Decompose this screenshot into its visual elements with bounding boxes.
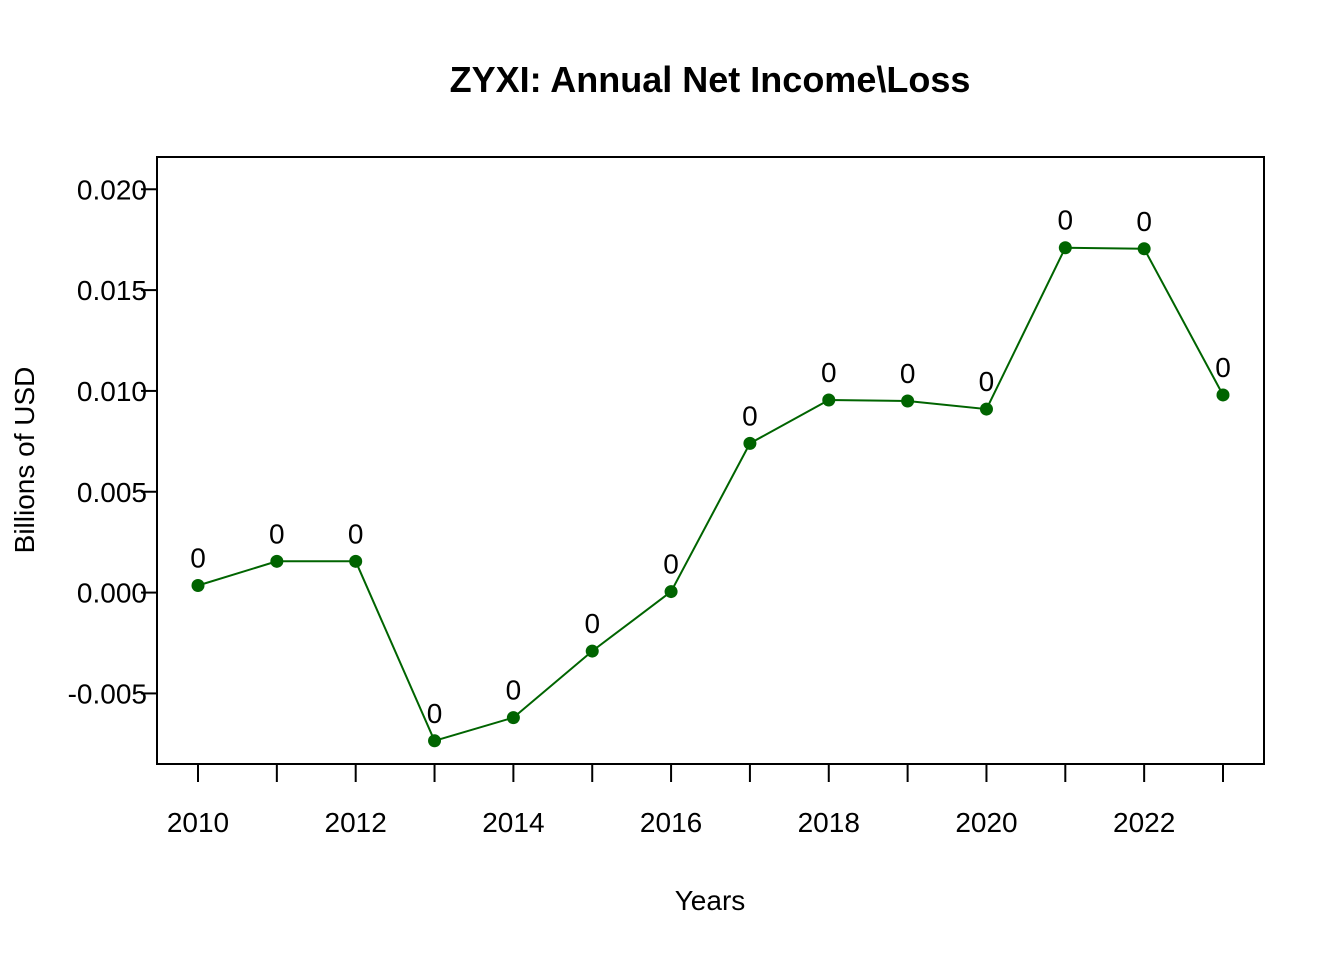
- data-label: 0: [900, 358, 916, 389]
- data-point: [979, 402, 993, 416]
- data-point: [506, 711, 520, 725]
- data-point: [585, 644, 599, 658]
- chart-title: ZYXI: Annual Net Income\Loss: [450, 59, 971, 100]
- data-label: 0: [269, 518, 285, 549]
- data-label: 0: [1215, 352, 1231, 383]
- data-point: [664, 585, 678, 599]
- x-tick-label: 2020: [955, 807, 1017, 838]
- y-tick-label: -0.005: [68, 678, 147, 709]
- data-point: [1216, 388, 1230, 402]
- plot-frame: [156, 156, 1265, 765]
- data-point: [822, 393, 836, 407]
- data-label: 0: [348, 518, 364, 549]
- y-axis: -0.005 0.000 0.005 0.010 0.015 0.020: [68, 174, 157, 709]
- data-label: 0: [663, 549, 679, 580]
- x-tick-label: 2022: [1113, 807, 1175, 838]
- data-label: 0: [427, 698, 443, 729]
- y-tick-label: 0.000: [77, 578, 147, 609]
- data-point: [1058, 241, 1072, 255]
- x-axis: 2010 2012 2014 2016 2018 2020 2022: [167, 764, 1224, 838]
- y-tick-label: 0.015: [77, 275, 147, 306]
- data-point: [349, 554, 363, 568]
- data-label: 0: [506, 675, 522, 706]
- data-point: [901, 394, 915, 408]
- data-point: [428, 734, 442, 748]
- x-tick-label: 2010: [167, 807, 229, 838]
- x-tick-label: 2018: [798, 807, 860, 838]
- data-point: [191, 579, 205, 593]
- data-label: 0: [1058, 205, 1074, 236]
- series-line: [197, 246, 1224, 743]
- series-net-income: 0 0 0 0 0 0 0 0 0 0 0 0 0 0: [190, 205, 1231, 748]
- x-axis-label: Years: [675, 885, 746, 916]
- data-point: [270, 554, 284, 568]
- data-point: [743, 436, 757, 450]
- data-label: 0: [742, 400, 758, 431]
- data-label: 0: [190, 543, 206, 574]
- x-tick-label: 2012: [325, 807, 387, 838]
- y-tick-label: 0.010: [77, 376, 147, 407]
- y-tick-label: 0.005: [77, 477, 147, 508]
- y-axis-label: Billions of USD: [9, 367, 40, 554]
- x-tick-label: 2014: [482, 807, 544, 838]
- data-label: 0: [1136, 206, 1152, 237]
- x-tick-label: 2016: [640, 807, 702, 838]
- data-label: 0: [821, 357, 837, 388]
- y-tick-label: 0.020: [77, 174, 147, 205]
- data-point: [1137, 242, 1151, 256]
- data-label: 0: [979, 366, 995, 397]
- data-label: 0: [584, 608, 600, 639]
